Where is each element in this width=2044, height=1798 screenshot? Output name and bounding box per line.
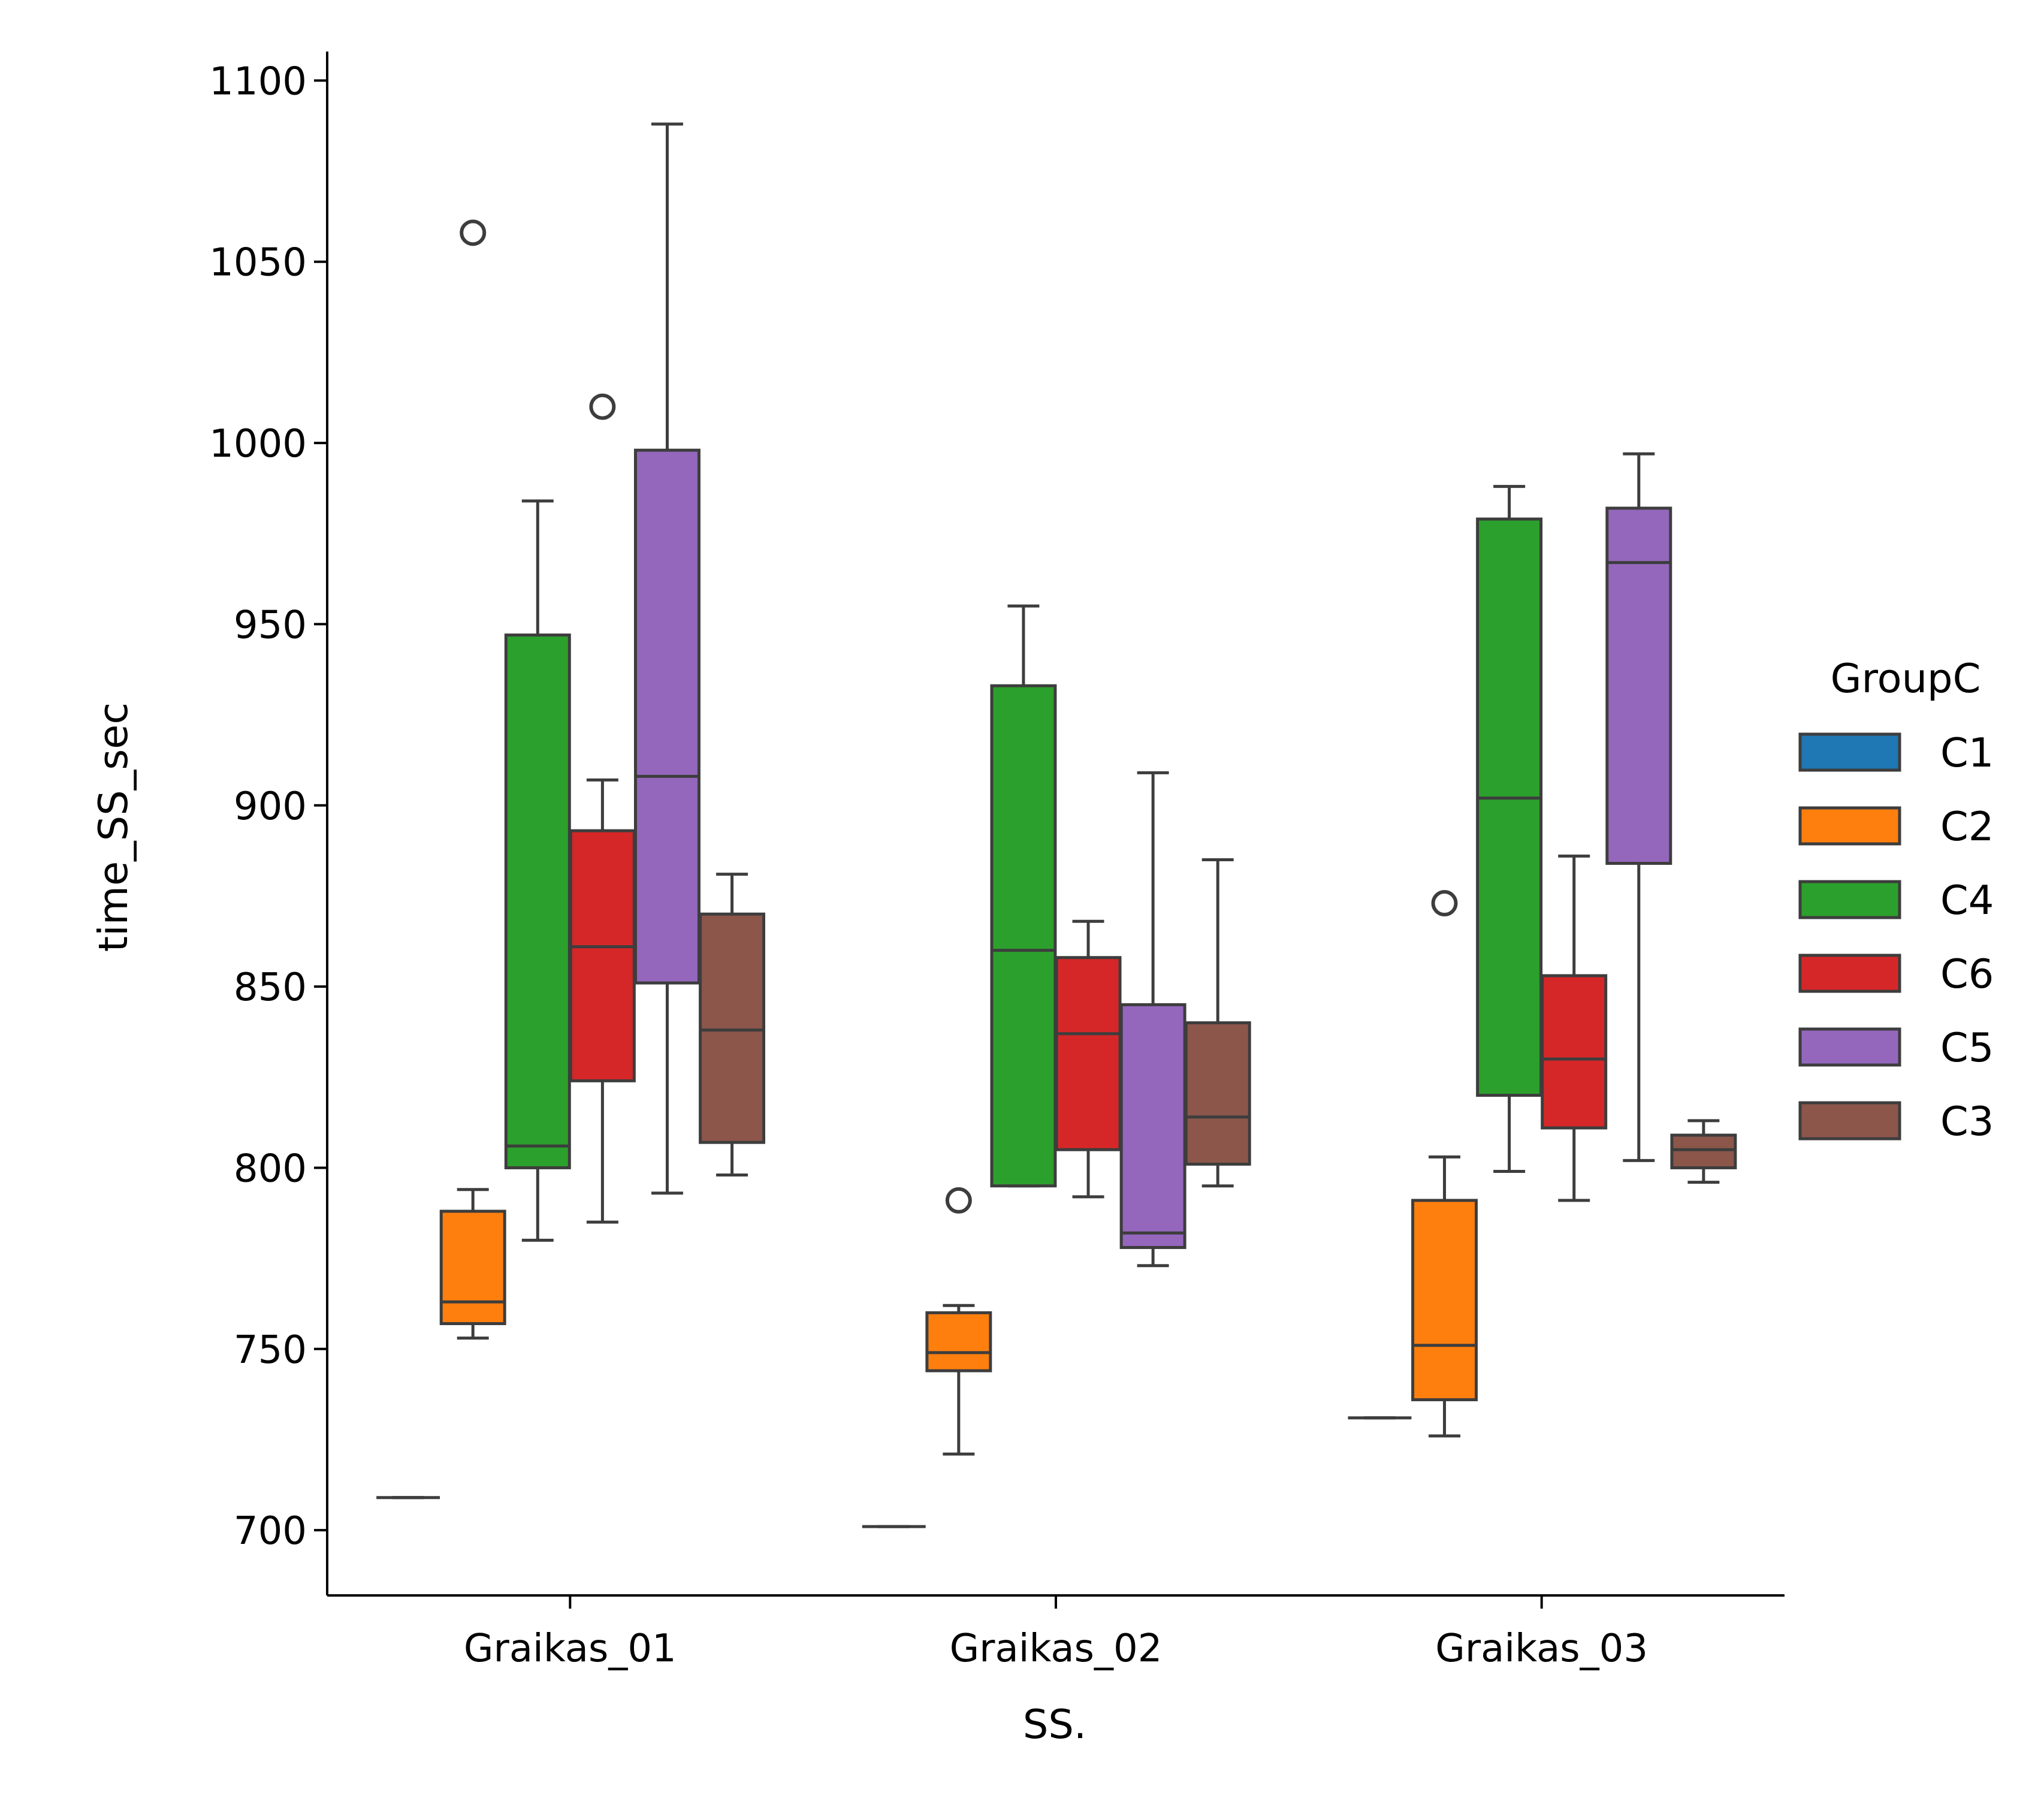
box-body [439, 1209, 506, 1325]
box-body [1605, 506, 1672, 865]
box-C5-Graikas_01 [634, 122, 701, 1195]
legend-label: C6 [1940, 951, 1994, 997]
legend-item-C6: C6 [1798, 951, 1994, 997]
box-C2-Graikas_02 [925, 1187, 992, 1456]
x-tick-label: Graikas_02 [950, 1627, 1163, 1671]
box-body [569, 829, 636, 1082]
box-C2-Graikas_03 [1411, 890, 1478, 1438]
legend-label: C1 [1940, 729, 1994, 776]
box-body [699, 912, 766, 1144]
axes: 700 750 800 850 900 950 1000 1050 1100 Graikas_01… [209, 52, 1785, 1671]
box-C6-Graikas_02 [1055, 919, 1122, 1199]
legend-swatch [1798, 954, 1901, 993]
box-body [1119, 1003, 1186, 1249]
box-body [1184, 1021, 1251, 1166]
y-tick-label: 950 [234, 603, 307, 647]
box-body [634, 448, 701, 985]
outlier-point [589, 393, 616, 420]
box-C4-Graikas_02 [990, 604, 1057, 1188]
box-C5-Graikas_02 [1119, 771, 1186, 1268]
box-body [1476, 517, 1543, 1097]
legend-label: C2 [1940, 803, 1994, 850]
x-axis-title: SS. [1023, 1701, 1086, 1748]
box-C2-Graikas_01 [439, 219, 506, 1340]
plot-marks [376, 122, 1737, 1528]
legend-item-C5: C5 [1798, 1024, 1994, 1071]
box-C3-Graikas_03 [1670, 1119, 1737, 1184]
box-body [1411, 1199, 1478, 1401]
legend-swatch [1798, 732, 1901, 772]
outlier-point [1431, 890, 1458, 917]
box-body [925, 1311, 992, 1372]
y-tick-label: 800 [234, 1147, 307, 1191]
box-body [504, 633, 571, 1169]
legend-item-C3: C3 [1798, 1098, 1994, 1145]
legend-label: C4 [1940, 877, 1994, 924]
outlier-point [945, 1187, 972, 1214]
box-body [1055, 956, 1122, 1151]
y-tick-label: 850 [234, 966, 307, 1010]
box-C5-Graikas_03 [1605, 452, 1672, 1162]
legend-swatch [1798, 1027, 1901, 1067]
box-C3-Graikas_02 [1184, 858, 1251, 1188]
box-C4-Graikas_03 [1476, 485, 1543, 1173]
x-tick-label: Graikas_01 [464, 1627, 677, 1671]
y-tick-label: 700 [234, 1509, 307, 1553]
legend-swatch [1798, 1101, 1901, 1141]
box-body [1670, 1133, 1737, 1169]
legend: GroupC C1 C2 C4 C6 C5 C3 [1798, 655, 1994, 1145]
y-tick-label: 1100 [209, 59, 307, 104]
outlier-point [460, 219, 487, 246]
y-tick-label: 1000 [209, 422, 307, 466]
y-tick-label: 1050 [209, 241, 307, 285]
box-C3-Graikas_01 [699, 873, 766, 1177]
legend-swatch [1798, 880, 1901, 919]
legend-item-C1: C1 [1798, 729, 1994, 776]
legend-label: C5 [1940, 1024, 1994, 1071]
legend-item-C4: C4 [1798, 877, 1994, 924]
box-body [1541, 974, 1608, 1130]
x-tick-label: Graikas_03 [1435, 1627, 1648, 1671]
box-body [990, 684, 1057, 1188]
y-axis-title: time_SS_sec [90, 702, 137, 952]
legend-title: GroupC [1831, 655, 1981, 702]
legend-label: C3 [1940, 1098, 1994, 1145]
legend-item-C2: C2 [1798, 803, 1994, 850]
y-tick-label: 900 [234, 785, 307, 829]
box-C6-Graikas_03 [1541, 854, 1608, 1202]
box-C4-Graikas_01 [504, 499, 571, 1242]
box-C6-Graikas_01 [569, 393, 636, 1224]
legend-swatch [1798, 806, 1901, 846]
y-tick-label: 750 [234, 1328, 307, 1372]
